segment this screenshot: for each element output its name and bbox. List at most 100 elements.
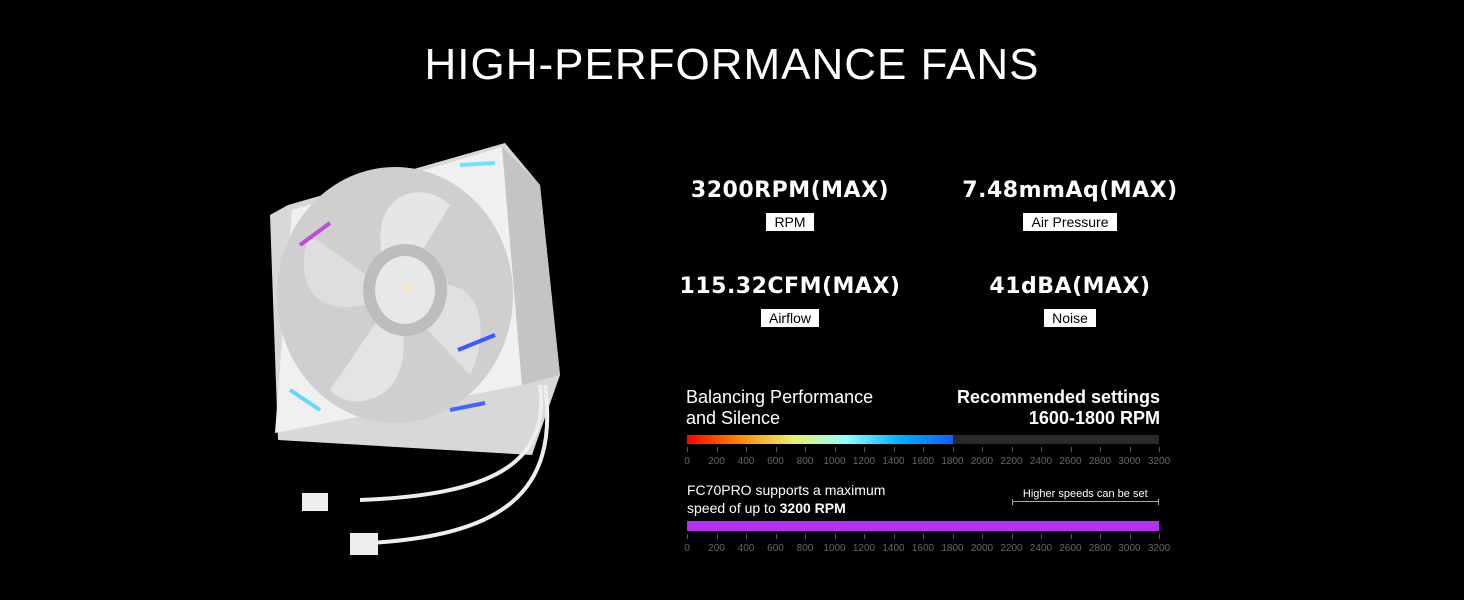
tick-mark xyxy=(982,447,983,452)
tick-mark xyxy=(1159,534,1160,539)
tick-mark xyxy=(1100,447,1101,452)
tick-label: 2400 xyxy=(1029,456,1053,467)
tick-label: 2000 xyxy=(970,456,994,467)
tick-label: 2800 xyxy=(1088,543,1112,554)
tick-mark xyxy=(834,447,836,452)
spec-value: 3200RPM(MAX) xyxy=(690,178,890,203)
spec-airflow: 115.32CFM(MAX) Airflow xyxy=(650,274,930,327)
tick-mark xyxy=(775,447,777,452)
tick-mark xyxy=(923,447,924,452)
max-rpm-value: 3200 RPM xyxy=(779,500,846,516)
recommended-line2: 1600-1800 RPM xyxy=(1028,408,1160,428)
tick-mark xyxy=(1011,534,1013,539)
tick-mark xyxy=(1070,534,1072,539)
scale-ticks-top: 0 200 400 600 800 1000 1200 1400 1600 1800 2000 220… xyxy=(684,447,1170,471)
max-line1: FC70PRO supports a maximum xyxy=(687,482,886,498)
tick-label: 2200 xyxy=(1000,456,1023,467)
recommended-gradient-fill xyxy=(687,435,953,444)
tick-mark xyxy=(1070,447,1072,452)
tick-mark xyxy=(952,534,954,539)
recommended-text: Recommended settings 1600-1800 RPM xyxy=(957,387,1160,429)
tick-mark xyxy=(864,447,865,452)
tick-label: 1000 xyxy=(823,456,846,467)
tick-label: 800 xyxy=(796,543,814,554)
spec-noise: 41dBA(MAX) Noise xyxy=(930,274,1210,327)
tick-mark xyxy=(952,447,954,452)
tick-label: 2400 xyxy=(1029,543,1053,554)
tick-mark xyxy=(1041,534,1042,539)
spec-label: RPM xyxy=(766,213,814,231)
tick-label: 200 xyxy=(708,543,725,554)
tick-mark xyxy=(864,534,865,539)
tick-label: 0 xyxy=(684,543,690,554)
tick-label: 600 xyxy=(767,543,784,554)
tick-mark xyxy=(1129,447,1131,452)
tick-label: 1400 xyxy=(882,456,905,467)
tick-mark xyxy=(834,534,836,539)
tick-label: 1200 xyxy=(852,456,876,467)
balance-line1: Balancing Performance xyxy=(686,387,874,407)
tick-mark xyxy=(746,534,747,539)
max-speed-text: FC70PRO supports a maximum speed of up to… xyxy=(687,481,885,517)
tick-label: 1400 xyxy=(882,543,905,554)
tick-label: 0 xyxy=(684,456,690,467)
tick-mark xyxy=(687,534,688,539)
tick-mark xyxy=(716,447,718,452)
tick-label: 200 xyxy=(708,456,725,467)
tick-label: 1000 xyxy=(823,543,846,554)
tick-label: 600 xyxy=(767,456,784,467)
spec-air-pressure: 7.48mmAq(MAX) Air Pressure xyxy=(930,178,1210,231)
range-bracket xyxy=(1011,499,1159,505)
spec-value: 115.32CFM(MAX) xyxy=(679,274,901,299)
tick-label: 1600 xyxy=(911,456,935,467)
tick-mark xyxy=(1159,447,1160,452)
page-title: HIGH-PERFORMANCE FANS xyxy=(424,40,1040,89)
tick-label: 400 xyxy=(737,543,755,554)
balance-text: Balancing Performance and Silence xyxy=(686,387,873,429)
spec-label: Airflow xyxy=(760,309,819,327)
tick-mark xyxy=(1011,447,1013,452)
tick-label: 3200 xyxy=(1147,456,1171,467)
scale-ticks-bottom: 0 200 400 600 800 1000 1200 1400 1600 1800 2000 220… xyxy=(684,534,1170,558)
tick-label: 3000 xyxy=(1118,456,1141,467)
tick-label: 2200 xyxy=(1000,543,1023,554)
tick-mark xyxy=(805,534,806,539)
spec-value: 41dBA(MAX) xyxy=(989,274,1151,299)
tick-mark xyxy=(746,447,747,452)
tick-label: 1200 xyxy=(852,543,876,554)
tick-label: 800 xyxy=(796,456,814,467)
tick-label: 1800 xyxy=(941,543,964,554)
tick-label: 400 xyxy=(737,456,755,467)
tick-label: 2600 xyxy=(1059,543,1082,554)
max-line2-prefix: speed of up to xyxy=(687,500,780,516)
tick-label: 3200 xyxy=(1147,543,1171,554)
tick-mark xyxy=(982,534,983,539)
spec-label: Air Pressure xyxy=(1023,213,1117,231)
tick-label: 1800 xyxy=(941,456,964,467)
recommended-line1: Recommended settings xyxy=(956,387,1160,407)
max-speed-bar xyxy=(687,521,1159,531)
tick-mark xyxy=(1041,447,1042,452)
max-line2: speed of up to 3200 RPM xyxy=(687,499,885,517)
tick-mark xyxy=(716,534,718,539)
tick-mark xyxy=(687,447,688,452)
recommended-speed-bar xyxy=(687,435,1159,444)
fan-product-image xyxy=(270,143,560,555)
spec-label: Noise xyxy=(1044,309,1096,327)
tick-mark xyxy=(893,534,895,539)
balance-line2: and Silence xyxy=(686,408,781,428)
tick-label: 3000 xyxy=(1118,543,1141,554)
tick-label: 2800 xyxy=(1088,456,1112,467)
tick-label: 2600 xyxy=(1059,456,1082,467)
tick-mark xyxy=(805,447,806,452)
tick-mark xyxy=(1129,534,1131,539)
tick-mark xyxy=(923,534,924,539)
tick-mark xyxy=(775,534,777,539)
spec-rpm: 3200RPM(MAX) RPM xyxy=(650,178,930,231)
higher-speeds-note: Higher speeds can be set xyxy=(1011,485,1159,505)
tick-mark xyxy=(893,447,895,452)
higher-speeds-label: Higher speeds can be set xyxy=(1022,488,1148,500)
tick-label: 1600 xyxy=(911,543,935,554)
tick-label: 2000 xyxy=(970,543,994,554)
tick-mark xyxy=(1100,534,1101,539)
